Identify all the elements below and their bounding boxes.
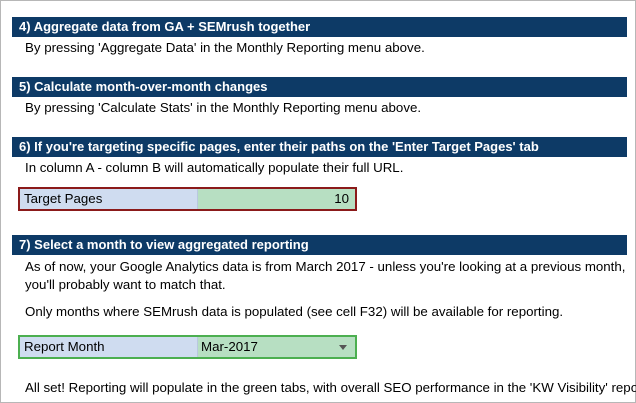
step-6-text: In column A - column B will automaticall… xyxy=(25,160,404,175)
target-pages-field[interactable]: Target Pages 10 xyxy=(18,187,357,211)
step-7-text-1: As of now, your Google Analytics data is… xyxy=(25,259,626,274)
step-5-header: 5) Calculate month-over-month changes xyxy=(12,77,627,97)
footer-text: All set! Reporting will populate in the … xyxy=(25,380,636,395)
step-5-text: By pressing 'Calculate Stats' in the Mon… xyxy=(25,100,422,115)
step-7-text-3: Only months where SEMrush data is popula… xyxy=(25,304,564,319)
report-month-field[interactable]: Report Month Mar-2017 xyxy=(18,335,357,359)
step-7-header: 7) Select a month to view aggregated rep… xyxy=(12,235,627,255)
step-6-header: 6) If you're targeting specific pages, e… xyxy=(12,137,627,157)
step-4-header: 4) Aggregate data from GA + SEMrush toge… xyxy=(12,17,627,37)
report-month-label: Report Month xyxy=(20,337,198,357)
target-pages-label: Target Pages xyxy=(20,189,198,209)
report-month-value: Mar-2017 xyxy=(201,339,258,354)
step-7-text-2: you'll probably want to match that. xyxy=(25,277,226,292)
report-month-select[interactable]: Mar-2017 xyxy=(198,337,355,357)
target-pages-value[interactable]: 10 xyxy=(198,189,355,209)
step-4-text: By pressing 'Aggregate Data' in the Mont… xyxy=(25,40,425,55)
dropdown-chevron-icon[interactable] xyxy=(339,344,347,350)
